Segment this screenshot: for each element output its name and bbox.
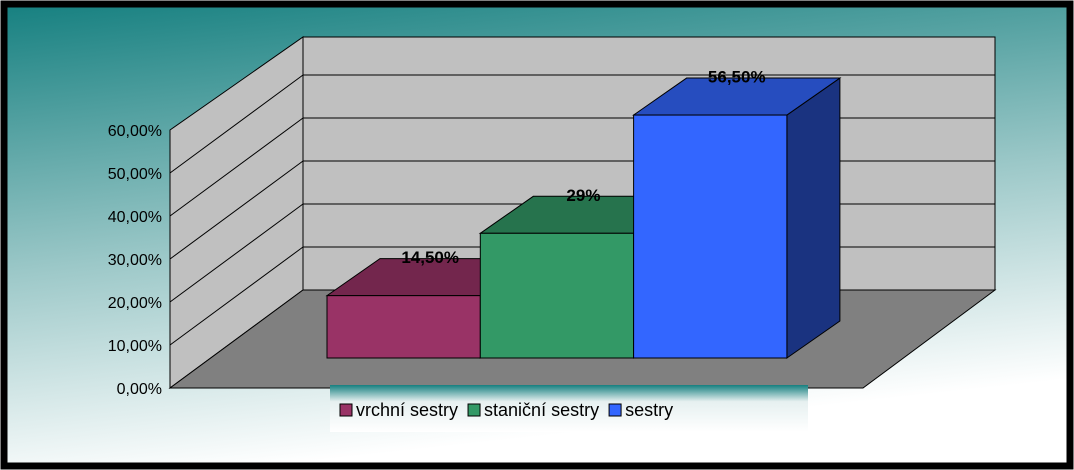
y-tick-label: 50,00%	[108, 166, 162, 183]
grid-line	[169, 203, 304, 303]
bar	[326, 295, 481, 359]
legend-label: staniční sestry	[484, 400, 599, 420]
value-label: 14,50%	[401, 248, 459, 267]
y-tick-label: 10,00%	[108, 338, 162, 355]
y-tick-label: 30,00%	[108, 252, 162, 269]
grid-line	[169, 160, 304, 260]
bar	[633, 114, 788, 359]
y-tick-label: 0,00%	[117, 381, 162, 398]
grid-line	[169, 117, 304, 217]
grid-line	[169, 74, 304, 174]
y-tick-label: 40,00%	[108, 209, 162, 226]
legend-label: sestry	[625, 400, 673, 420]
legend-box	[330, 385, 808, 432]
value-label: 56,50%	[708, 68, 766, 87]
legend-swatch	[467, 403, 481, 417]
legend-swatch	[608, 403, 622, 417]
y-tick-label: 60,00%	[108, 123, 162, 140]
legend-swatch	[339, 403, 353, 417]
value-label: 29%	[566, 186, 600, 205]
bar	[479, 232, 635, 359]
y-tick-label: 20,00%	[108, 295, 162, 312]
legend-label: vrchní sestry	[356, 400, 458, 420]
bar-side	[786, 77, 841, 359]
grid-line	[169, 246, 304, 346]
